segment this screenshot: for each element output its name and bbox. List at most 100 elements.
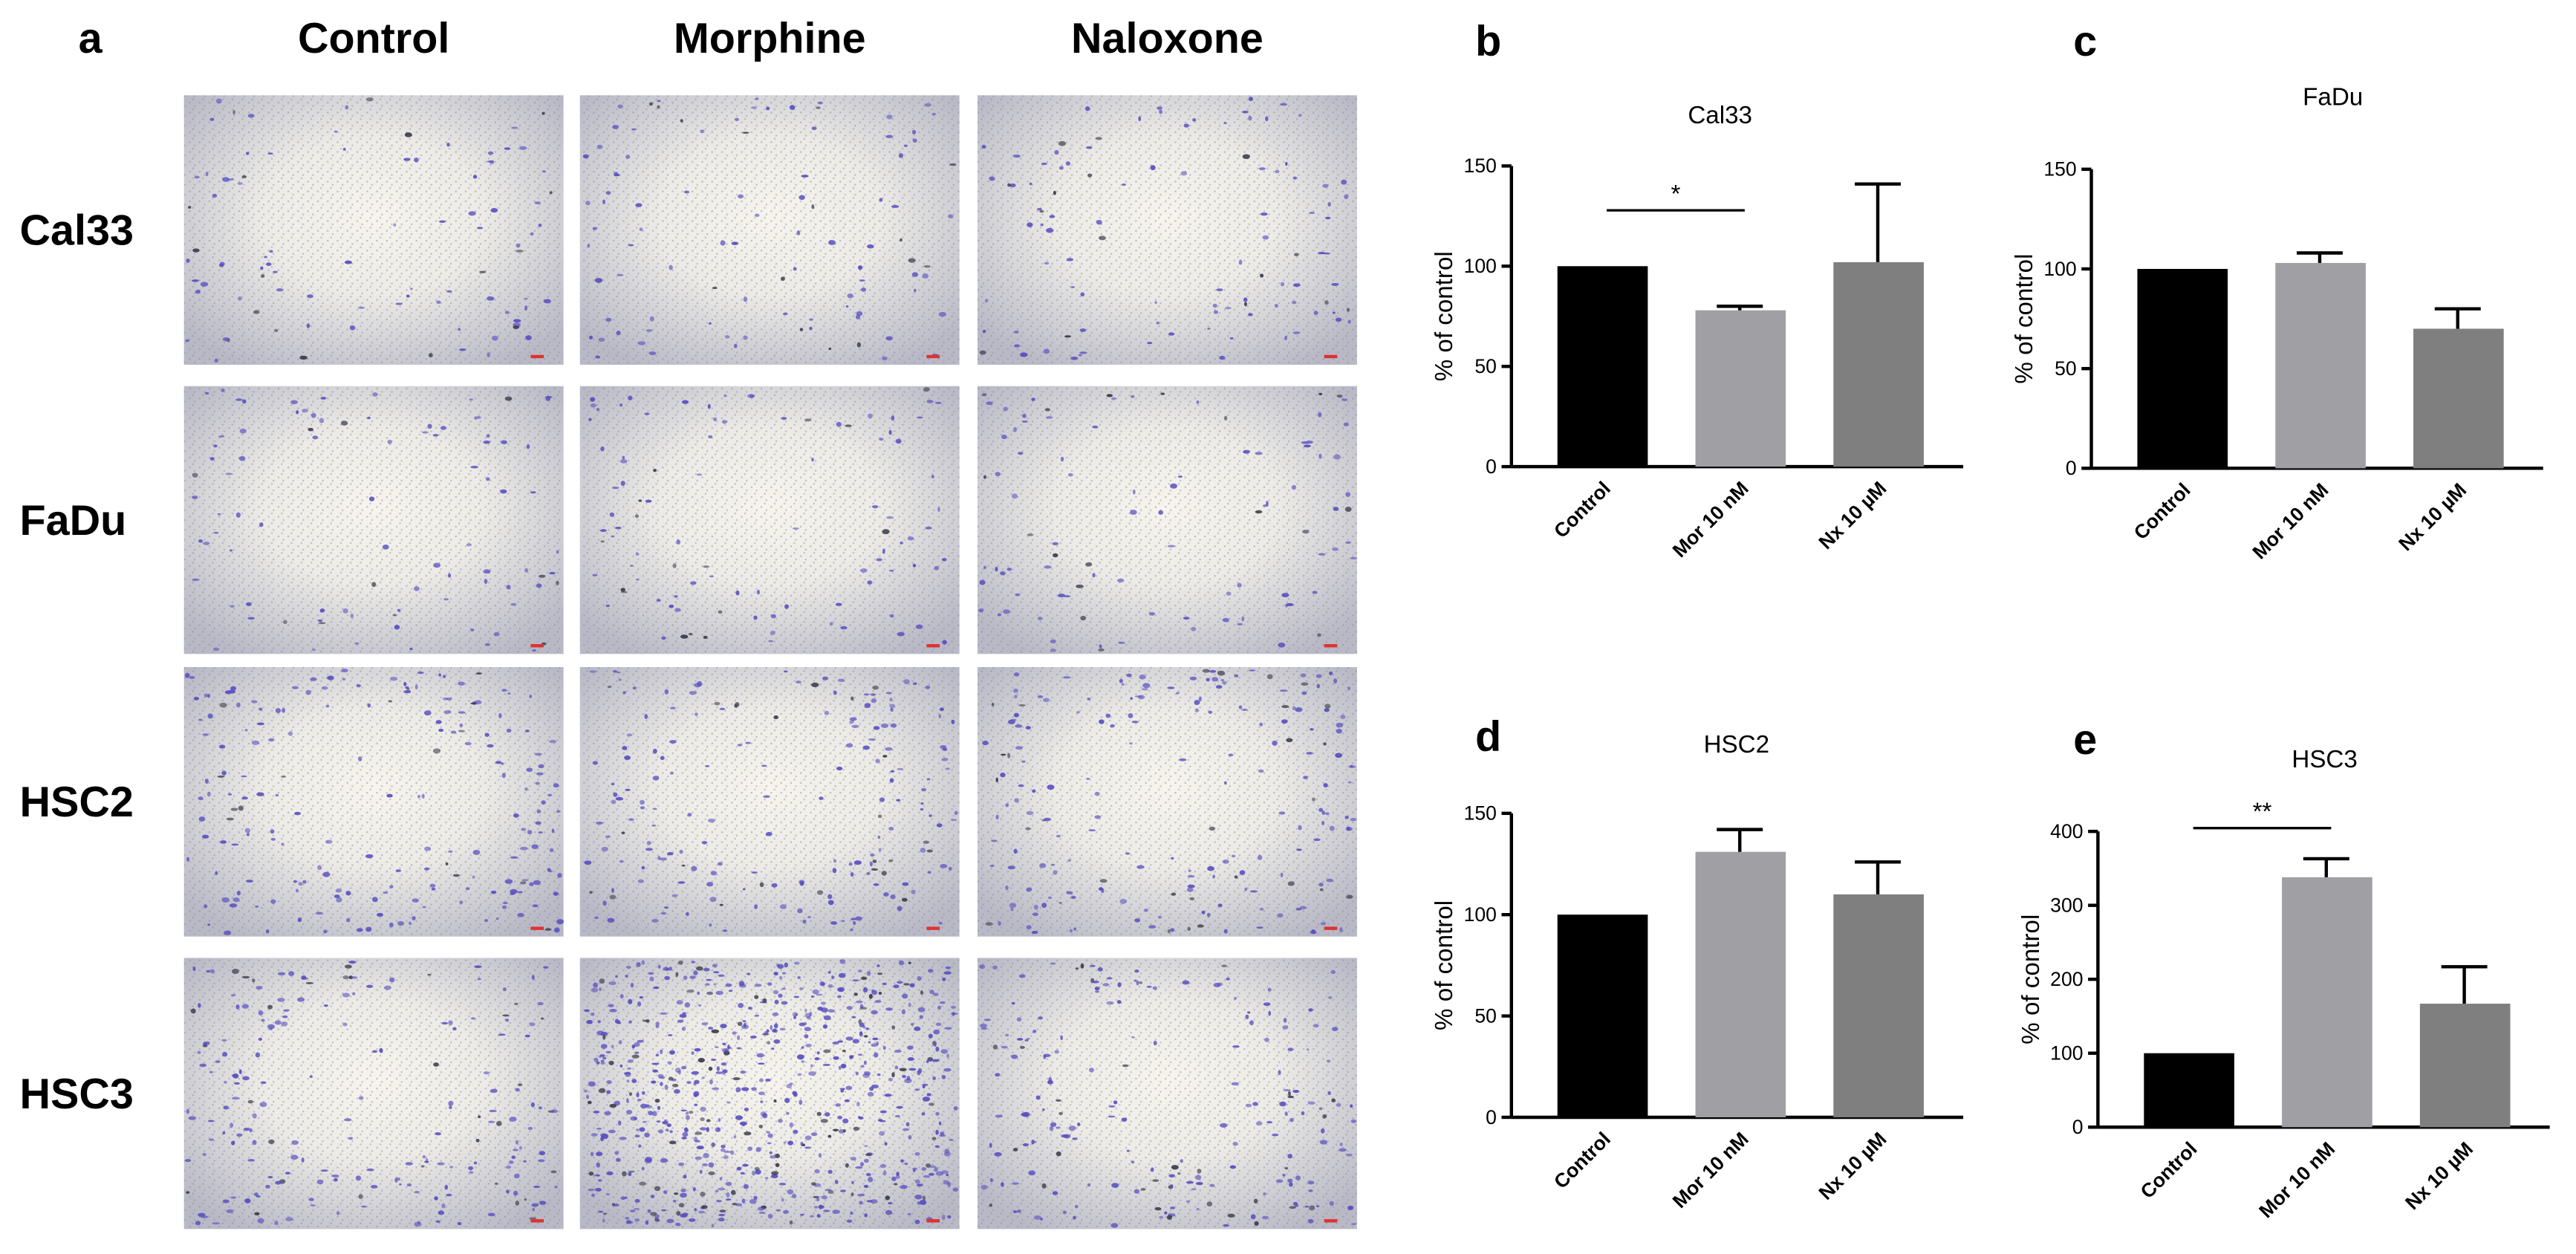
stained-cell — [212, 1222, 221, 1225]
stained-cell — [901, 897, 908, 902]
stained-cell — [659, 857, 667, 861]
stained-cell — [997, 613, 1002, 617]
stained-cell — [1279, 1101, 1287, 1107]
stained-cell — [1255, 1121, 1263, 1126]
stained-cell — [389, 922, 394, 928]
stained-cell — [1212, 874, 1215, 879]
stained-cell — [881, 871, 887, 876]
stained-cell — [980, 1027, 988, 1030]
stained-cell — [247, 617, 255, 620]
stained-cell — [404, 132, 412, 137]
stained-cell — [1092, 425, 1099, 429]
stained-cell — [349, 325, 356, 331]
stained-cell — [816, 1198, 820, 1202]
stained-cell — [538, 764, 544, 769]
stained-cell — [721, 1070, 726, 1075]
stained-cell — [524, 730, 530, 732]
stained-cell — [797, 1073, 802, 1076]
stained-cell — [219, 702, 227, 708]
stained-cell — [206, 969, 211, 973]
stained-cell — [871, 504, 879, 509]
stained-cell — [1070, 895, 1076, 900]
stained-cell — [1243, 302, 1247, 307]
stained-cell — [641, 960, 645, 965]
stained-cell — [778, 975, 783, 980]
stained-cell — [669, 740, 677, 744]
stained-cell — [851, 1180, 854, 1184]
stained-cell — [693, 1091, 700, 1097]
stained-cell — [1306, 752, 1313, 755]
stained-cell — [908, 1134, 912, 1140]
stained-cell — [1275, 169, 1280, 174]
stained-cell — [979, 350, 986, 355]
stained-cell — [1066, 891, 1073, 894]
stained-cell — [829, 622, 833, 626]
stained-cell — [1118, 641, 1125, 644]
stained-cell — [500, 489, 507, 494]
stained-cell — [935, 1111, 940, 1116]
stained-cell — [230, 1196, 237, 1199]
stained-cell — [1054, 149, 1059, 155]
stained-cell — [1247, 1011, 1251, 1014]
stained-cell — [674, 595, 678, 598]
stained-cell — [273, 270, 278, 273]
stained-cell — [223, 1105, 229, 1110]
stained-cell — [935, 1046, 940, 1052]
stained-cell — [252, 1113, 257, 1119]
stained-cell — [1074, 1204, 1079, 1209]
stained-cell — [1170, 928, 1175, 932]
stained-cell — [1343, 422, 1350, 426]
stained-cell — [1209, 669, 1217, 673]
stained-cell — [1005, 803, 1009, 808]
stained-cell — [417, 794, 420, 799]
stained-cell — [862, 745, 871, 750]
stained-cell — [529, 1022, 536, 1027]
stained-cell — [1126, 673, 1132, 678]
stained-cell — [816, 1051, 820, 1055]
bar — [2275, 262, 2366, 469]
stained-cell — [622, 746, 628, 750]
stained-cell — [832, 1041, 839, 1045]
stained-cell — [776, 964, 780, 968]
stained-cell — [1026, 887, 1032, 892]
stained-cell — [1131, 1160, 1135, 1164]
stained-cell — [392, 614, 397, 617]
bar — [2137, 268, 2228, 469]
stained-cell — [804, 1027, 811, 1032]
stained-cell — [470, 465, 478, 469]
stained-cell — [866, 871, 871, 875]
stained-cell — [530, 232, 534, 236]
stained-cell — [612, 670, 617, 673]
stained-cell — [421, 793, 425, 799]
stained-cell — [816, 1214, 821, 1218]
stained-cell — [553, 891, 559, 896]
stained-cell — [989, 1177, 993, 1183]
stained-cell — [683, 190, 690, 194]
stained-cell — [868, 1041, 871, 1044]
stained-cell — [587, 1100, 592, 1105]
stained-cell — [429, 883, 436, 888]
stained-cell — [1241, 616, 1245, 622]
stained-cell — [1011, 1001, 1015, 1005]
stained-cell — [1164, 1211, 1168, 1215]
stained-cell — [1281, 705, 1289, 709]
stained-cell — [513, 1190, 518, 1196]
stained-cell — [356, 684, 361, 688]
stained-cell — [1191, 626, 1197, 631]
x-tick-label: Mor 10 nM — [1668, 1128, 1753, 1212]
stained-cell — [260, 266, 264, 270]
stained-cell — [281, 775, 287, 778]
stained-cell — [322, 871, 331, 877]
stained-cell — [899, 1068, 907, 1072]
stained-cell — [605, 1193, 610, 1196]
stained-cell — [212, 193, 218, 198]
stained-cell — [686, 912, 689, 916]
stained-cell — [553, 927, 560, 933]
micrograph-grid — [183, 95, 1358, 1229]
stained-cell — [932, 993, 939, 996]
stained-cell — [412, 916, 416, 920]
stained-cell — [618, 1120, 622, 1126]
stained-cell — [877, 972, 883, 975]
stained-cell — [1195, 1182, 1203, 1186]
stained-cell — [256, 722, 264, 726]
